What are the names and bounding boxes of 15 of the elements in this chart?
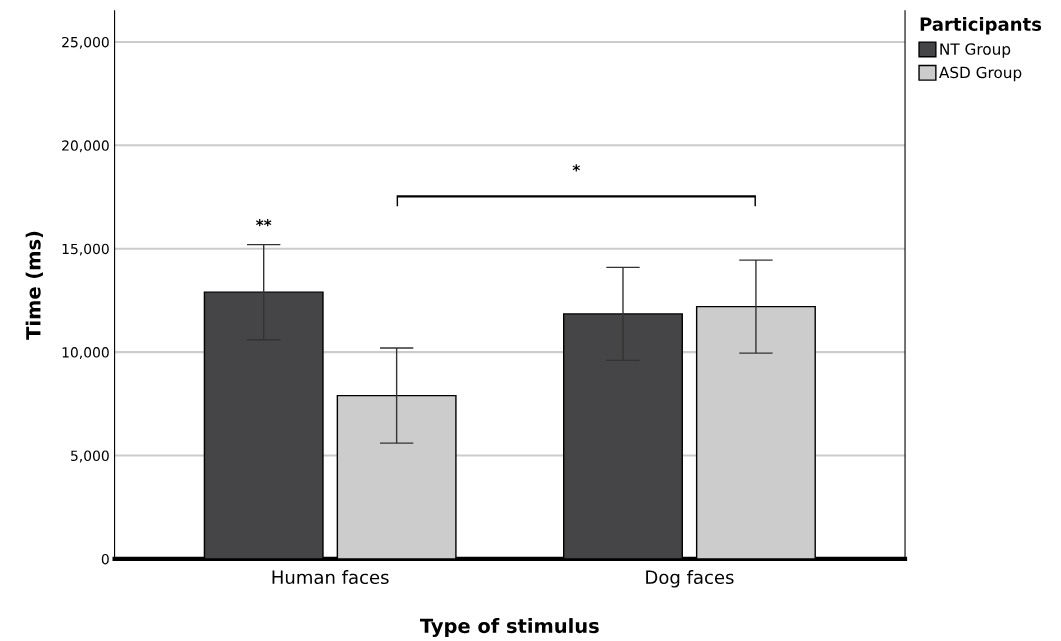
y-tick-label: 25,000	[62, 36, 109, 49]
y-tick-label: 5,000	[71, 450, 109, 463]
y-tick-label: 20,000	[62, 140, 109, 153]
x-tick-label: Human faces	[272, 570, 389, 585]
y-axis-title: Time (ms)	[25, 231, 43, 340]
legend-label: ASD Group	[939, 66, 1022, 82]
annotation: **	[256, 219, 272, 227]
annotation: *	[572, 164, 580, 172]
x-axis-title: Type of stimulus	[420, 618, 599, 638]
legend-title: Participants	[920, 17, 1042, 35]
legend-label: NT Group	[940, 43, 1011, 58]
y-tick-label: 10,000	[62, 347, 109, 360]
y-tick-label: 0	[101, 553, 109, 565]
x-tick-label: Dog faces	[646, 570, 734, 588]
y-tick-label: 15,000	[62, 243, 109, 256]
